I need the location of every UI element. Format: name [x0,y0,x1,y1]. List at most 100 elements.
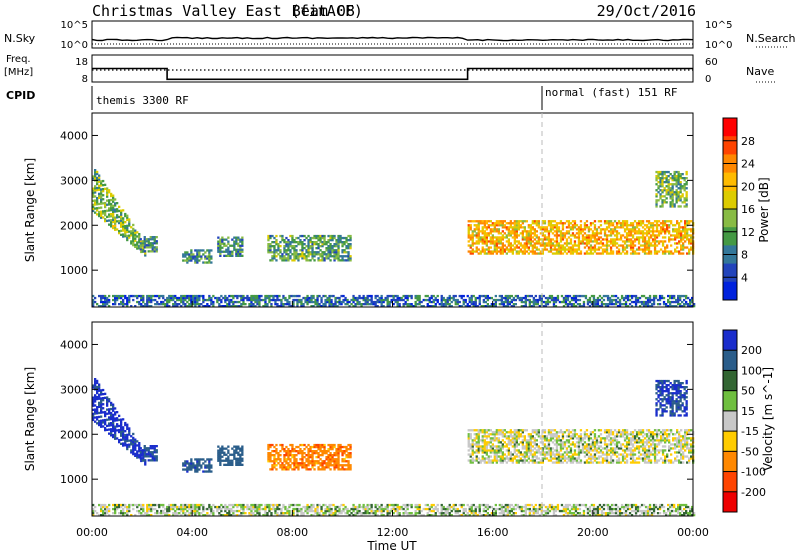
power-cell-ground-low [402,294,405,298]
power-cell-rise-22h [665,175,668,178]
power-cell-late-band [493,246,496,249]
power-cell-patch-5h [235,238,238,241]
power-cell-ground-low [252,305,255,308]
velocity-cell-arc-2 [153,459,156,462]
velocity-cell-patch-5h [225,463,228,466]
power-cell-late-band [643,246,647,249]
power-cell-rise-22h [655,177,658,180]
power-cell-late-band [549,238,553,241]
power-cell-arc-2 [141,250,144,253]
power-cell-ground-low [456,300,459,304]
power-cell-late-band [629,228,633,231]
power-cell-ground-low [416,298,419,302]
power-cell-patch-7h-10h [275,239,278,242]
power-cell-late-band [485,244,488,247]
power-cell-patch-7h-10h [335,243,338,246]
power-cell-ground-low [616,296,620,300]
power-cell-patch-5h [231,238,234,241]
velocity-cell-early-band [134,438,137,441]
power-cell-late-band [495,228,498,231]
velocity-cell-late-band [471,461,474,464]
velocity-cell-patch-7h-10h [285,462,288,465]
velocity-cell-late-band [581,449,585,452]
velocity-cell-patch-5h [235,459,238,462]
power-cell-ground-low [196,298,199,302]
power-cell-late-band [469,246,472,249]
power-cell-patch-4h [210,249,213,252]
power-cell-late-band [579,232,583,235]
velocity-cell-late-band [515,443,518,446]
velocity-cell-late-band [531,459,534,462]
velocity-cell-late-band [525,459,528,462]
power-cell-patch-7h-10h [327,249,330,252]
power-cell-late-band [471,248,474,251]
power-cell-ground-low [460,296,463,300]
power-cell-patch-7h-10h [297,253,300,256]
power-cell-patch-4h [196,261,199,264]
power-cell-ground-low [448,296,451,300]
power-cell-late-band [555,234,559,237]
power-cell-late-band [495,250,498,253]
power-cell-patch-7h-10h [347,259,350,262]
power-cell-late-band [587,242,591,245]
velocity-cell-late-band [583,461,587,464]
velocity-cell-late-band [585,451,589,454]
power-cell-late-band [655,252,659,255]
velocity-cell-patch-7h-10h [321,466,324,469]
velocity-cell-late-band [505,461,508,464]
power-cell-early-band [100,188,103,191]
power-cell-late-band [585,224,589,227]
velocity-cell-patch-5h [231,461,234,464]
velocity-cell-late-band [527,461,530,464]
power-cell-ground-low [691,305,694,308]
power-cell-patch-5h [237,238,240,241]
power-cell-rise-22h [683,197,686,200]
power-cell-patch-7h-10h [333,255,336,258]
velocity-cell-late-band [531,457,534,460]
power-cell-ground-low [404,296,407,300]
power-cell-late-band [509,246,512,249]
power-cell-late-band [523,246,526,249]
power-cell-early-band [138,235,141,238]
power-cell-late-band [647,240,651,243]
velocity-cell-late-band [501,453,504,456]
velocity-cell-patch-5h [225,447,228,450]
power-cell-patch-7h-10h [267,245,270,248]
power-cell-rise-22h [679,177,682,180]
power-cell-late-band [653,248,657,251]
power-cell-late-band [678,228,681,231]
power-cell-ground-low [368,298,371,302]
power-cell-rise-22h [671,177,674,180]
power-cell-ground-low [528,298,531,302]
power-cell-late-band [497,246,500,249]
power-cell-ground-low [280,300,283,304]
power-cell-late-band [657,242,661,245]
velocity-cell-patch-7h-10h [297,466,300,469]
power-cell-early-band [112,200,115,203]
power-cell-late-band [549,220,553,223]
velocity-cell-patch-7h-10h [315,462,318,465]
power-cell-rise-22h [675,181,678,184]
power-cell-ground-low [300,305,303,308]
power-cell-ground-low [212,305,215,308]
power-cell-early-band [110,225,113,228]
power-cell-late-band [523,226,526,229]
power-cell-ground-low [140,298,143,302]
power-cell-late-band [563,236,567,239]
velocity-cell-patch-7h-10h [291,454,294,457]
power-cell-ground-low [248,296,251,300]
power-cell-rise-22h [675,175,678,178]
power-cell-ground-low [388,303,391,306]
power-cell-late-band [499,242,502,245]
velocity-cell-early-band [108,424,111,427]
velocity-cell-late-band [483,461,486,464]
power-cell-rise-22h [673,191,676,194]
power-cell-ground-low [122,305,125,308]
power-cell-ground-low [286,300,289,304]
power-cell-rise-22h [675,170,678,174]
power-cell-late-band [589,236,593,239]
power-cell-ground-low [176,296,179,300]
power-cell-ground-low [624,296,628,300]
velocity-echo-marks [92,378,696,517]
velocity-cell-late-band [561,457,565,460]
